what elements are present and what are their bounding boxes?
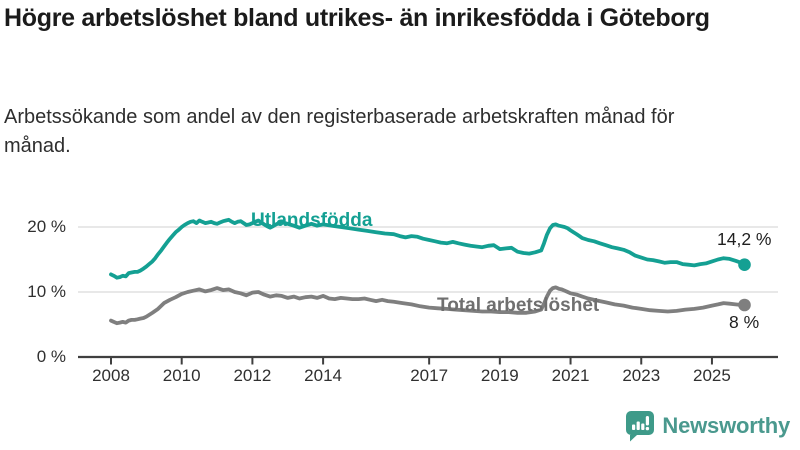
chart-title: Högre arbetslöshet bland utrikes- än inr… <box>4 4 710 32</box>
end-dot-utlandsfodda <box>738 258 751 272</box>
x-tick-label-2010: 2010 <box>162 366 201 385</box>
newsworthy-logo: Newsworthy <box>625 410 790 442</box>
x-tick-label-2008: 2008 <box>92 366 130 385</box>
x-tick-label-2021: 2021 <box>551 366 590 385</box>
y-tick-label-10: 10 % <box>27 282 66 301</box>
end-dot-total-arbetsloshet <box>738 298 751 312</box>
newsworthy-icon <box>626 411 655 442</box>
newsworthy-wordmark: Newsworthy <box>662 413 790 438</box>
x-tick-label-2025: 2025 <box>693 366 731 385</box>
x-tick-label-2012: 2012 <box>233 366 272 385</box>
series-line-total-arbetsloshet <box>109 285 747 326</box>
x-tick-label-2019: 2019 <box>480 366 519 385</box>
y-tick-label-20: 20 % <box>27 217 66 236</box>
series-label-total-arbetsloshet: Total arbetslöshet <box>437 295 600 316</box>
end-value-utlandsfodda: 14,2 % <box>717 229 772 249</box>
series-line-utlandsfodda <box>109 217 747 280</box>
end-value-total-arbetsloshet: 8 % <box>729 312 760 332</box>
x-tick-label-2014: 2014 <box>304 366 342 385</box>
y-tick-label-0: 0 % <box>36 347 66 366</box>
series-label-utlandsfodda: Utlandsfödda <box>251 210 373 231</box>
chart-subtitle: Arbetssökande som andel av den registerb… <box>4 106 675 157</box>
x-tick-label-2017: 2017 <box>410 366 449 385</box>
x-tick-label-2023: 2023 <box>622 366 661 385</box>
